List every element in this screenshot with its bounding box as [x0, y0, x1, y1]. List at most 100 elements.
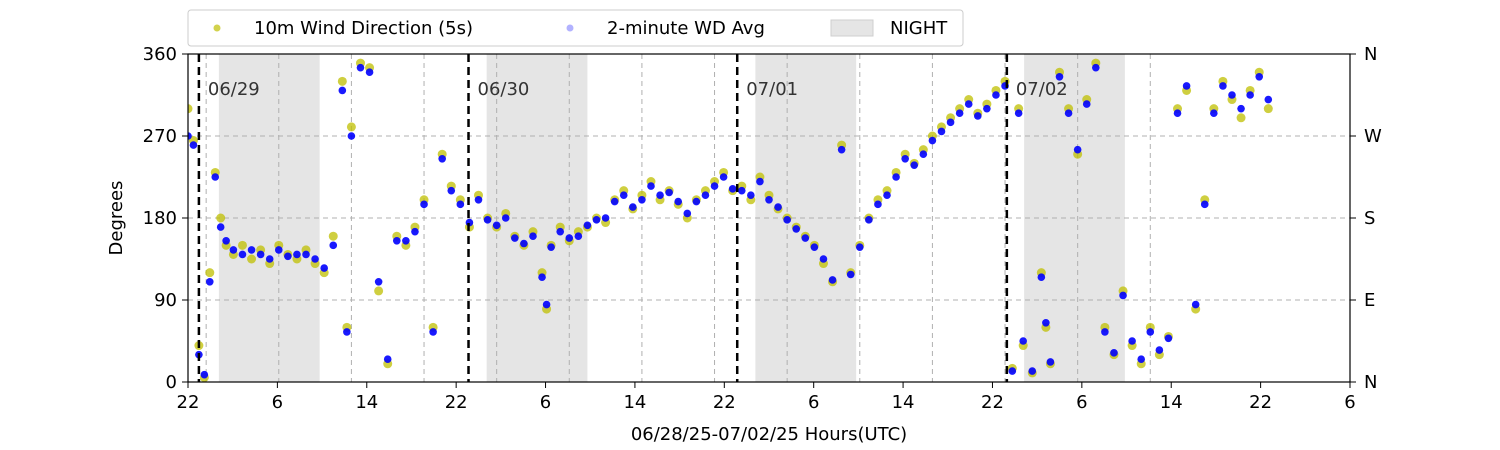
wd-avg-point [756, 177, 764, 186]
wd-avg-point [1146, 328, 1155, 336]
y-tick-label: 270 [143, 126, 177, 147]
wd-avg-point [828, 276, 837, 284]
wd-avg-point [837, 145, 846, 154]
wd-avg-point [665, 188, 673, 197]
wd-avg-point [656, 191, 664, 200]
wd-avg-point [1042, 318, 1050, 327]
wd-avg-point [701, 191, 710, 200]
wd-avg-point [556, 227, 565, 236]
wd-avg-point [1191, 300, 1200, 309]
wd-avg-point [265, 255, 274, 263]
night-band [755, 54, 857, 382]
y2-tick-label: W [1364, 126, 1382, 147]
wd-avg-point [483, 216, 492, 224]
wind-5s-point [374, 286, 384, 296]
wd-avg-point [1019, 337, 1027, 345]
wd-avg-point [846, 270, 855, 279]
wd-avg-point [946, 118, 955, 127]
wd-avg-point [189, 141, 198, 149]
wd-avg-point [429, 328, 437, 336]
wd-avg-point [411, 227, 419, 236]
y-tick-label: 360 [143, 44, 177, 65]
wd-avg-point [1210, 109, 1218, 118]
wd-avg-point [365, 68, 374, 77]
night-band [486, 54, 588, 382]
wd-avg-point [420, 200, 428, 209]
legend-wind-5s-label: 10m Wind Direction (5s) [254, 18, 473, 39]
x-tick-label: 6 [540, 392, 551, 413]
x-tick-label: 14 [892, 392, 915, 413]
wd-avg-point [964, 100, 973, 108]
wd-avg-point [222, 236, 230, 245]
wd-avg-point [1228, 91, 1236, 99]
series-wd-avg [188, 63, 1273, 379]
wd-avg-point [200, 370, 209, 379]
wind-5s-point [1263, 104, 1273, 114]
wd-avg-point [1082, 100, 1091, 108]
wd-avg-point [188, 132, 192, 140]
y2-tick-label: N [1364, 372, 1377, 393]
wd-avg-point [256, 250, 265, 259]
wd-avg-point [320, 264, 328, 272]
wd-avg-point [728, 185, 737, 193]
wd-avg-point [1155, 346, 1164, 354]
y-tick-label: 180 [143, 208, 177, 229]
wind-5s-point [188, 104, 193, 114]
wd-avg-point [592, 216, 601, 224]
wd-avg-point [247, 246, 256, 254]
wd-avg-point [284, 252, 292, 261]
wind-5s-point [216, 213, 226, 223]
wd-avg-point [211, 173, 220, 181]
x-tick-label: 22 [445, 392, 468, 413]
day-marker-label: 06/29 [208, 79, 260, 100]
y-tick-label: 90 [154, 290, 177, 311]
wd-avg-point [883, 191, 891, 200]
x-tick-label: 14 [355, 392, 378, 413]
legend-wind-5s-swatch [213, 24, 221, 32]
wd-avg-point [1246, 91, 1254, 99]
wd-avg-point [392, 236, 401, 245]
wd-avg-point [1101, 328, 1109, 336]
wd-avg-point [901, 154, 909, 163]
wd-avg-point [1128, 337, 1136, 345]
wd-avg-point [1219, 82, 1227, 90]
x-tick-label: 6 [1344, 392, 1355, 413]
wd-avg-point [438, 154, 446, 163]
wd-avg-point [992, 91, 1000, 99]
day-marker-label: 06/30 [478, 79, 530, 100]
wd-avg-point [819, 255, 828, 263]
x-axis-label: 06/28/25-07/02/25 Hours(UTC) [631, 424, 907, 445]
wd-avg-point [892, 173, 900, 181]
wd-avg-point [474, 195, 483, 204]
wd-avg-point [1237, 104, 1245, 113]
x-tick-label: 22 [981, 392, 1004, 413]
wd-avg-point [274, 246, 283, 254]
wd-avg-point [583, 221, 592, 230]
x-tick-label: 14 [1160, 392, 1183, 413]
wd-avg-point [1028, 367, 1037, 375]
wd-avg-point [1073, 145, 1082, 154]
legend-wd-avg-swatch [566, 24, 574, 32]
wd-avg-point [456, 200, 465, 209]
wd-avg-point [692, 197, 701, 206]
wd-avg-point [356, 63, 365, 72]
wd-avg-point [810, 243, 819, 251]
y2-tick-label: E [1364, 290, 1375, 311]
legend-wd-avg-label: 2-minute WD Avg [607, 18, 765, 39]
wd-avg-point [343, 328, 351, 336]
y-tick-label: 0 [166, 372, 177, 393]
wd-avg-point [229, 246, 238, 254]
wd-avg-point [1255, 72, 1264, 81]
x-tick-label: 6 [272, 392, 283, 413]
legend-night-swatch [830, 19, 874, 37]
wind-5s-point [328, 231, 338, 241]
wind-5s-point [337, 76, 347, 86]
wd-avg-point [402, 236, 410, 245]
wd-avg-point [774, 203, 782, 211]
wd-avg-point [538, 273, 546, 282]
wd-avg-point [601, 214, 610, 222]
wd-avg-point [792, 225, 801, 233]
wd-avg-point [638, 195, 646, 204]
wd-avg-point [311, 255, 319, 263]
